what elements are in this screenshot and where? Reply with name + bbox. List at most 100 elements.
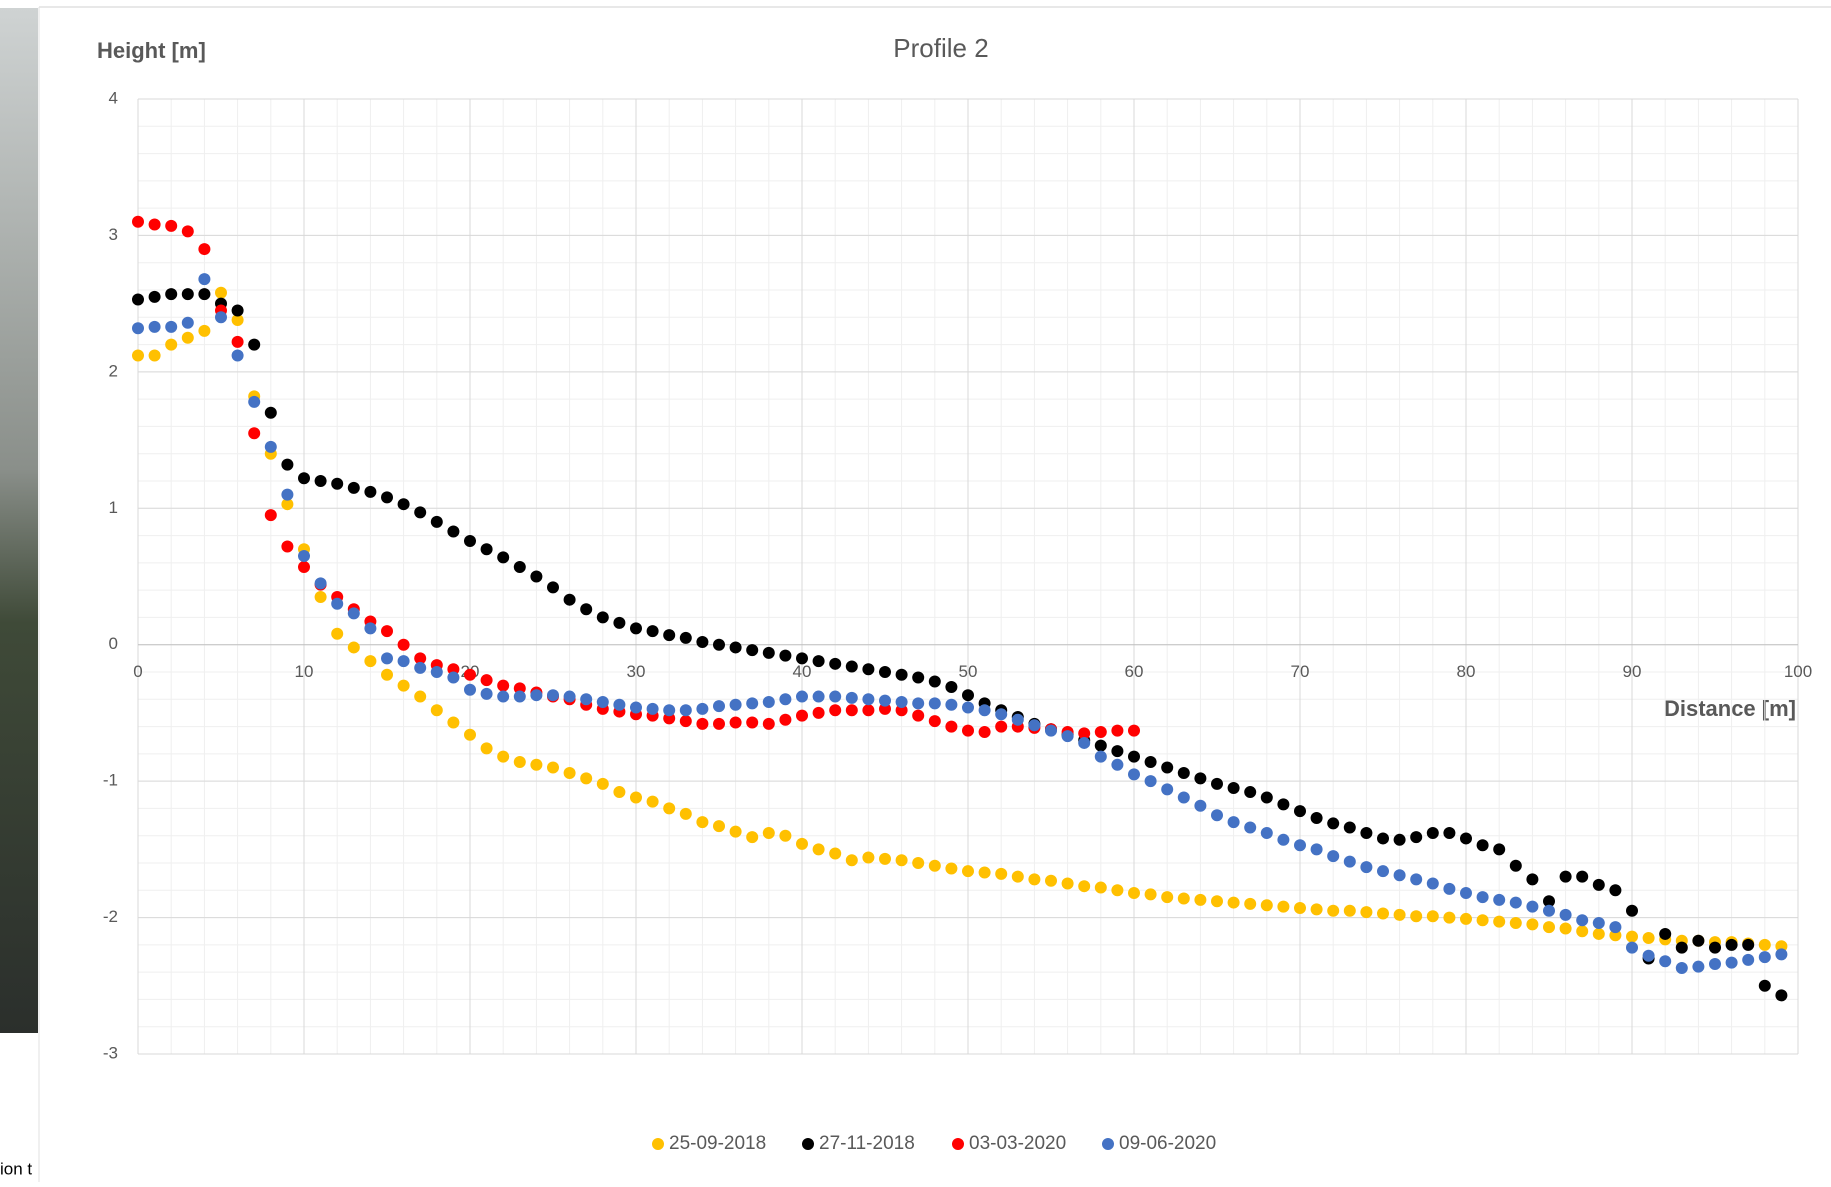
data-point bbox=[165, 320, 178, 333]
y-tick-label: -3 bbox=[103, 1043, 118, 1062]
data-point bbox=[165, 288, 178, 301]
data-point bbox=[181, 288, 194, 301]
data-point bbox=[812, 706, 825, 719]
data-point bbox=[729, 698, 742, 711]
data-point bbox=[779, 693, 792, 706]
data-point bbox=[1626, 930, 1638, 943]
data-point bbox=[1327, 817, 1340, 830]
data-point bbox=[962, 689, 974, 702]
data-point bbox=[1144, 888, 1157, 901]
data-point bbox=[1493, 893, 1506, 906]
data-point bbox=[713, 700, 725, 713]
data-point bbox=[1194, 799, 1207, 812]
data-point bbox=[264, 509, 277, 522]
y-axis-label: Height [m] bbox=[97, 38, 206, 63]
data-point bbox=[497, 679, 510, 692]
data-point bbox=[1028, 873, 1041, 886]
data-point bbox=[364, 485, 377, 498]
data-point bbox=[132, 349, 144, 362]
data-point bbox=[1675, 941, 1688, 954]
data-point bbox=[314, 475, 327, 487]
data-point bbox=[679, 807, 692, 820]
chart-title: Profile 2 bbox=[893, 33, 988, 63]
data-point bbox=[1426, 910, 1439, 923]
data-point bbox=[1211, 809, 1223, 822]
data-point bbox=[497, 690, 510, 703]
data-point bbox=[796, 690, 808, 703]
y-tick-label: 1 bbox=[109, 498, 118, 517]
data-point bbox=[1410, 831, 1423, 844]
data-point bbox=[1360, 906, 1373, 919]
data-point bbox=[746, 644, 759, 657]
data-point bbox=[1111, 724, 1124, 737]
data-point bbox=[132, 215, 144, 228]
data-point bbox=[198, 243, 211, 256]
data-point bbox=[530, 570, 543, 583]
data-point bbox=[1360, 826, 1373, 839]
data-point bbox=[1742, 938, 1755, 951]
data-point bbox=[1343, 821, 1356, 834]
data-point bbox=[1393, 908, 1406, 921]
data-point bbox=[630, 622, 642, 635]
data-point bbox=[945, 862, 958, 875]
data-point bbox=[132, 293, 144, 306]
data-point bbox=[895, 668, 908, 681]
data-point bbox=[1028, 719, 1041, 732]
data-point bbox=[1078, 880, 1091, 893]
data-point bbox=[912, 697, 925, 710]
data-point bbox=[314, 577, 327, 590]
data-point bbox=[845, 704, 858, 717]
y-tick-label: -1 bbox=[103, 771, 118, 790]
data-point bbox=[132, 322, 144, 335]
data-point bbox=[231, 304, 244, 317]
data-point bbox=[762, 717, 775, 730]
data-point bbox=[513, 756, 526, 769]
y-tick-label: 2 bbox=[109, 361, 118, 380]
data-point bbox=[729, 641, 742, 654]
data-point bbox=[1260, 899, 1273, 912]
data-point bbox=[480, 674, 493, 687]
y-tick-label: -2 bbox=[103, 907, 118, 926]
data-point bbox=[1476, 891, 1489, 904]
data-point bbox=[480, 543, 493, 556]
data-point bbox=[181, 331, 194, 344]
x-tick-label: 50 bbox=[959, 662, 978, 681]
data-point bbox=[1177, 791, 1190, 804]
data-point bbox=[978, 866, 991, 879]
data-point bbox=[381, 668, 393, 681]
x-axis-label: Distance [m] bbox=[1664, 696, 1796, 721]
data-point bbox=[779, 649, 792, 662]
data-point bbox=[1294, 902, 1306, 915]
data-point bbox=[1327, 904, 1340, 917]
legend-label: 03-03-2020 bbox=[969, 1133, 1066, 1154]
data-point bbox=[812, 843, 825, 856]
data-point bbox=[1775, 989, 1788, 1002]
data-point bbox=[1426, 826, 1439, 839]
data-point bbox=[862, 851, 875, 864]
data-point bbox=[165, 219, 178, 232]
data-point bbox=[1443, 911, 1456, 924]
data-point bbox=[563, 593, 576, 606]
data-point bbox=[248, 338, 261, 351]
data-point bbox=[1177, 892, 1190, 905]
data-point bbox=[746, 697, 759, 710]
data-point bbox=[1659, 955, 1672, 968]
data-point bbox=[696, 702, 709, 715]
data-point bbox=[215, 286, 227, 299]
data-point bbox=[1393, 833, 1406, 846]
data-point bbox=[995, 720, 1008, 733]
data-point bbox=[1343, 904, 1356, 917]
data-point bbox=[148, 218, 161, 231]
data-point bbox=[1294, 805, 1306, 818]
data-point bbox=[679, 715, 692, 728]
data-point bbox=[1161, 891, 1174, 904]
data-point bbox=[945, 681, 958, 694]
data-point bbox=[1543, 921, 1555, 934]
data-point bbox=[1211, 777, 1223, 790]
data-point bbox=[1061, 877, 1074, 890]
data-point bbox=[1078, 736, 1091, 749]
data-point bbox=[347, 607, 360, 620]
data-point bbox=[1128, 887, 1140, 900]
